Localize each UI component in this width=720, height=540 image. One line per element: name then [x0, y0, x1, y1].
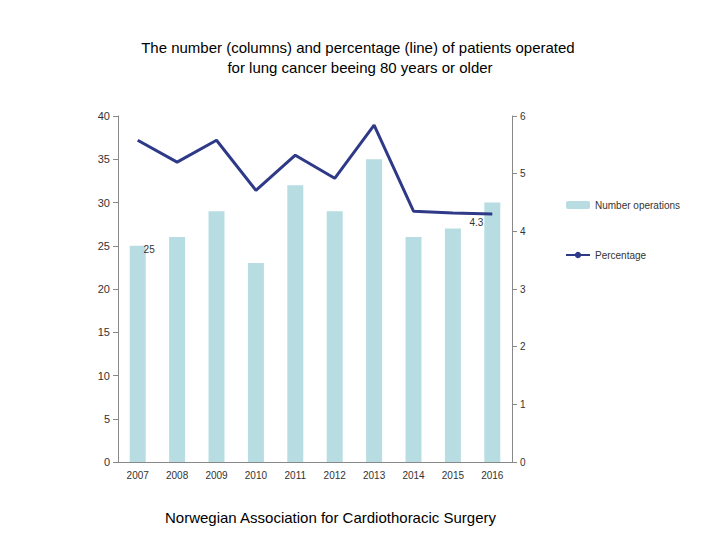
svg-text:2009: 2009 [205, 470, 228, 481]
svg-text:30: 30 [98, 197, 110, 209]
svg-text:Number operations: Number operations [595, 200, 680, 211]
svg-text:5: 5 [520, 168, 526, 179]
svg-text:The number (columns) and perce: The number (columns) and percentage (lin… [141, 39, 579, 56]
svg-text:15: 15 [98, 326, 110, 338]
svg-text:5: 5 [104, 413, 110, 425]
svg-text:2011: 2011 [285, 470, 307, 481]
svg-text:10: 10 [98, 370, 110, 382]
svg-text:2: 2 [520, 341, 526, 352]
svg-text:40: 40 [98, 110, 110, 122]
svg-text:1: 1 [520, 399, 526, 410]
svg-text:Norwegian Association for Card: Norwegian Association for Cardiothoracic… [165, 509, 496, 526]
svg-text:2015: 2015 [442, 470, 465, 481]
svg-text:4.3: 4.3 [469, 217, 483, 228]
svg-text:2010: 2010 [245, 470, 268, 481]
svg-text:2012: 2012 [324, 470, 347, 481]
svg-text:20: 20 [98, 283, 110, 295]
svg-text:2008: 2008 [166, 470, 189, 481]
svg-text:Percentage: Percentage [595, 250, 647, 261]
svg-text:4: 4 [520, 226, 526, 237]
svg-text:0: 0 [520, 457, 526, 468]
svg-text:25: 25 [144, 244, 156, 255]
svg-text:0: 0 [104, 456, 110, 468]
svg-text:3: 3 [520, 284, 526, 295]
svg-text:6: 6 [520, 111, 526, 122]
svg-text:2007: 2007 [127, 470, 150, 481]
svg-text:2013: 2013 [363, 470, 386, 481]
svg-text:25: 25 [98, 240, 110, 252]
svg-text:35: 35 [98, 153, 110, 165]
svg-text:2014: 2014 [402, 470, 425, 481]
svg-text:2016: 2016 [481, 470, 504, 481]
svg-text:for lung cancer beeing 80 year: for lung cancer beeing 80 years or older [227, 59, 492, 76]
